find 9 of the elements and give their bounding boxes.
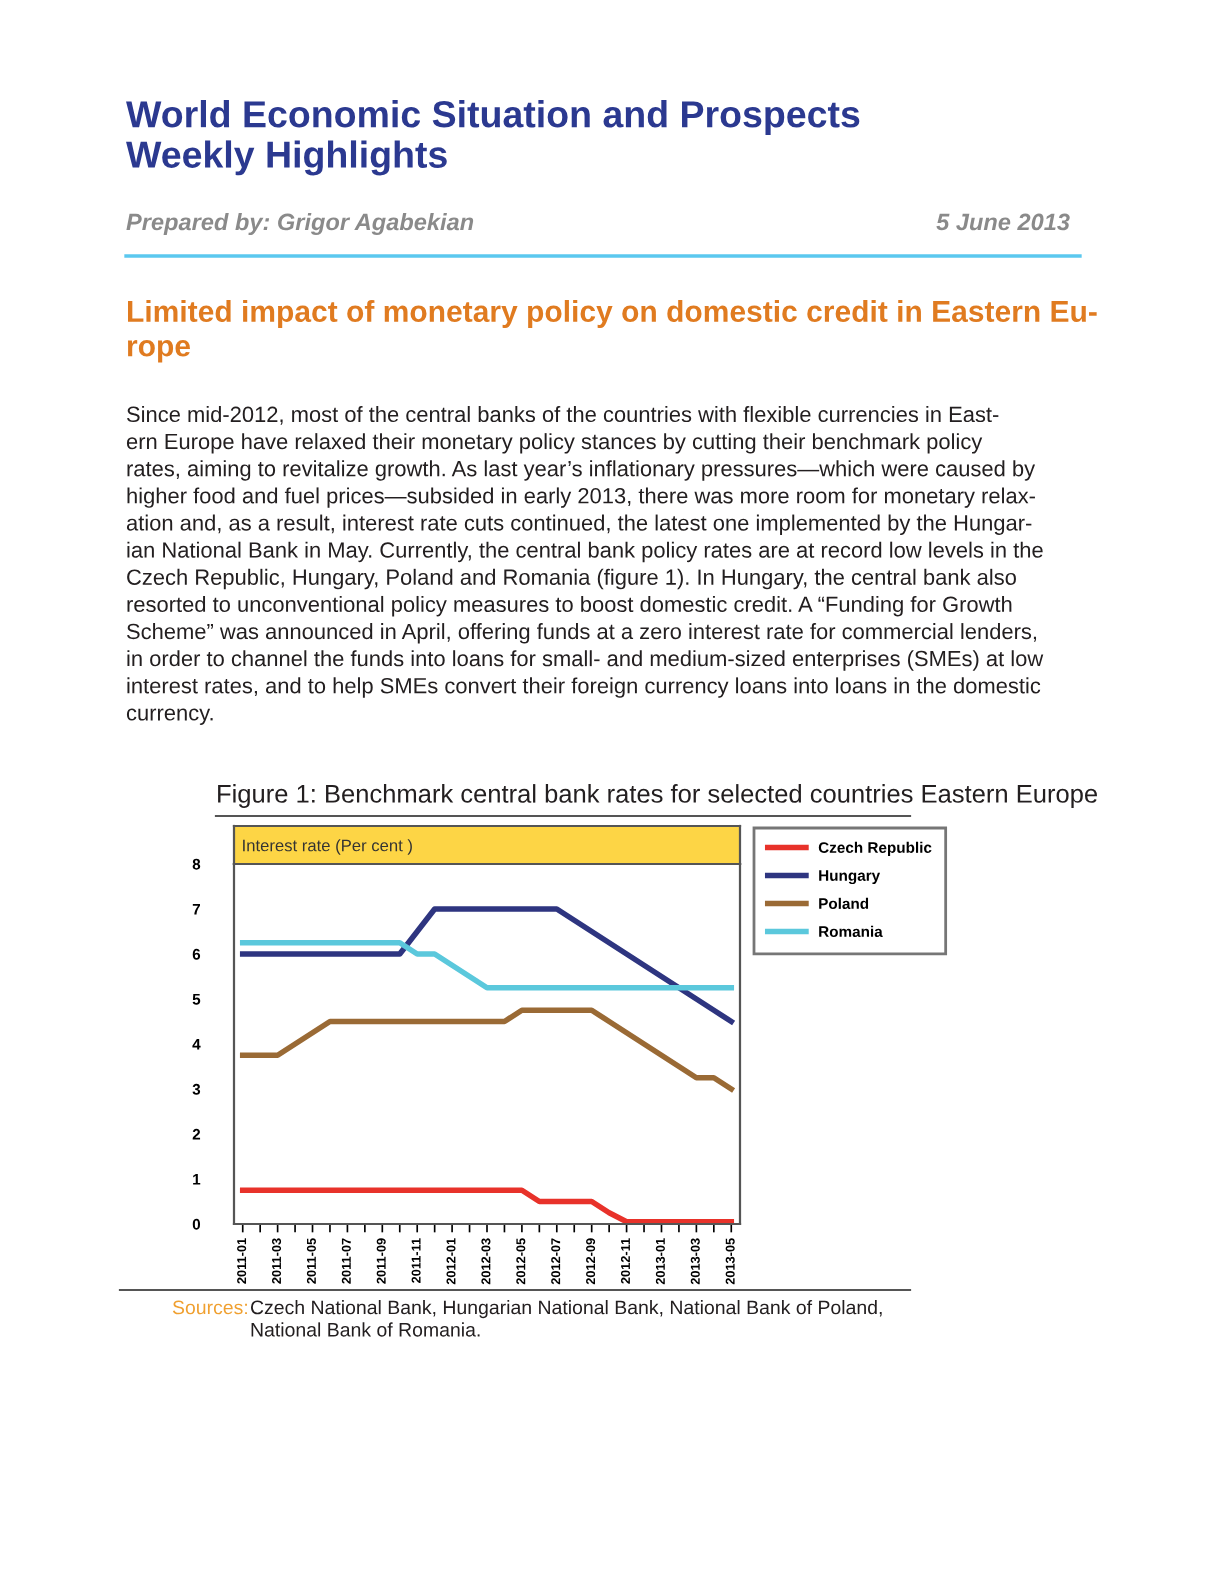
text: World Economic Situation and Prospects Weekly Highlights bbox=[126, 100, 860, 176]
text: 5 June 2013 bbox=[936, 213, 1070, 231]
source-note: Sources: bbox=[172, 1300, 247, 1315]
chart-title: Figure 1: Benchmark central bank rates for selected countries Eastern Europe bbox=[218, 784, 1097, 808]
text: Prepared by: Grigor Agabekian bbox=[126, 212, 474, 235]
text: Limited impact of monetary policy on domestic credit in Eastern Eu- rope bbox=[127, 300, 1097, 363]
text: Czech National Bank, Hungarian National Bank, National Bank of Poland, National Bank of Romania. bbox=[250, 1300, 882, 1337]
y-axis-title: Interest rate (Per cent ) bbox=[243, 839, 412, 855]
text: Since mid-2012, most of the central banks of the countries with flexible currencies in East- ern Europe have relaxed their monetary policy stances by cutting their benchmark policy rates, aiming to revitalize growth. As last year’s inflationary pressures—which were caused by higher food and fuel prices—subsided in early 2013, there was more room for monetary relax- ation and, as a result, interest rate cuts continued, the latest one implemented by the Hungar- ian National Bank in May. Currently, the central bank policy rates are at record low levels in the Czech Republic, Hungary, Poland and Romania (figure 1). In Hungary, the central bank also resorted to unconventional policy measures to boost domestic credit. A “Funding for Growth Scheme” was announced in April, offering funds at a zero interest rate for commercial lenders, in order to channel the funds into loans for small- and medium-sized enterprises (SMEs) at low interest rates, and to help SMEs convert their foreign currency loans into loans in the domestic currency. bbox=[126, 406, 1044, 725]
